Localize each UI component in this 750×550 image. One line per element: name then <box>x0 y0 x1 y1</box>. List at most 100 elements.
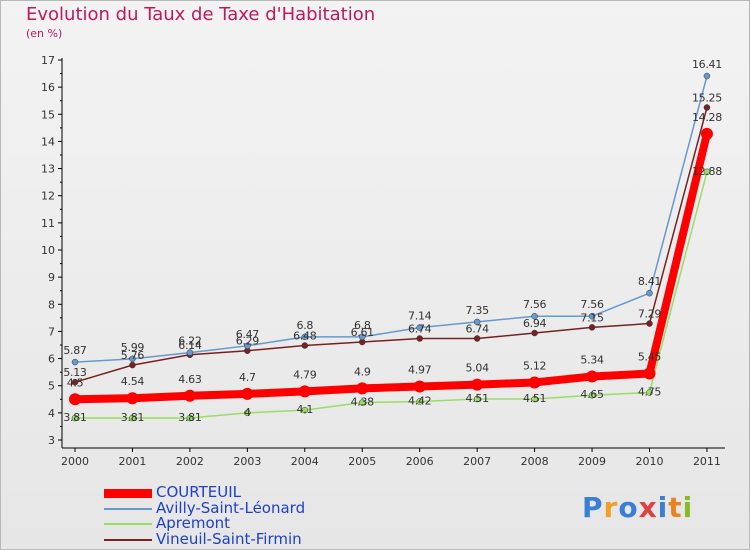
y-tick-label: 14 <box>41 135 55 148</box>
x-tick-label: 2007 <box>463 455 491 468</box>
data-label-apremont: 4.1 <box>297 403 314 416</box>
logo-letter: P <box>582 491 604 524</box>
data-label-apremont: 4.65 <box>580 388 604 401</box>
data-label-avilly: 7.56 <box>580 298 604 311</box>
y-tick-label: 13 <box>41 163 55 176</box>
logo-letter: x <box>638 491 658 524</box>
data-label-avilly: 5.99 <box>121 341 145 354</box>
data-point-apremont <box>359 399 366 406</box>
legend-label-courteuil: COURTEUIL <box>156 483 241 501</box>
data-label-apremont: 4.75 <box>638 386 662 399</box>
data-point-apremont <box>473 395 481 403</box>
data-label-courteuil: 4.54 <box>121 375 145 388</box>
y-tick-label: 8 <box>48 298 55 311</box>
data-label-vineuil: 7.29 <box>638 308 662 321</box>
data-label-apremont: 4.51 <box>466 392 489 405</box>
data-point-apremont <box>646 389 653 396</box>
data-label-avilly: 6.8 <box>297 319 314 332</box>
y-tick-label: 6 <box>48 353 55 366</box>
x-tick-label: 2011 <box>693 455 721 468</box>
data-point-courteuil <box>471 378 484 391</box>
x-tick-label: 2008 <box>521 455 549 468</box>
y-tick-label: 9 <box>48 271 55 284</box>
legend-swatch-courteuil <box>104 489 152 498</box>
data-label-vineuil: 5.13 <box>63 366 87 379</box>
logo-letter: i <box>657 491 669 524</box>
data-label-apremont: 4 <box>244 406 251 419</box>
y-tick-label: 3 <box>48 434 55 447</box>
data-label-avilly: 7.35 <box>466 304 490 317</box>
data-label-vineuil: 15.25 <box>692 92 722 105</box>
data-label-apremont: 3.81 <box>178 411 201 424</box>
data-label-vineuil: 6.48 <box>293 330 317 343</box>
data-label-apremont: 12.88 <box>692 165 722 178</box>
data-label-apremont: 4.51 <box>523 392 546 405</box>
data-label-courteuil: 4.63 <box>178 373 202 386</box>
data-label-avilly: 6.8 <box>354 319 371 332</box>
x-tick-label: 2006 <box>406 455 434 468</box>
data-point-courteuil <box>183 389 196 402</box>
data-point-vineuil <box>129 361 136 369</box>
y-tick-label: 12 <box>41 190 55 203</box>
data-label-avilly: 6.22 <box>178 335 201 348</box>
data-point-avilly <box>244 342 251 350</box>
data-point-apremont <box>416 398 423 405</box>
proxiti-logo: Proxiti <box>582 491 693 524</box>
y-tick-label: 15 <box>41 108 55 121</box>
series-line-courteuil <box>71 129 711 404</box>
data-point-vineuil <box>473 335 481 342</box>
logo-letter: o <box>618 491 639 524</box>
data-point-apremont <box>129 414 136 422</box>
data-point-courteuil <box>356 382 369 395</box>
data-point-avilly <box>703 72 711 80</box>
data-point-avilly <box>186 349 194 356</box>
legend-label-avilly: Avilly-Saint-Léonard <box>156 499 306 517</box>
x-tick-label: 2004 <box>291 455 319 468</box>
legend-label-vineuil: Vineuil-Saint-Firmin <box>156 530 302 548</box>
legend-swatch-apremont <box>104 523 152 525</box>
data-point-courteuil <box>528 376 541 389</box>
data-point-vineuil <box>646 320 653 327</box>
data-point-vineuil <box>703 104 711 111</box>
x-tick-label: 2002 <box>176 455 204 468</box>
data-point-avilly <box>531 312 538 320</box>
data-point-courteuil <box>69 393 81 406</box>
data-point-apremont <box>244 409 251 417</box>
data-label-avilly: 7.14 <box>408 310 432 323</box>
x-tick-label: 2010 <box>636 455 664 468</box>
logo-letter: t <box>668 491 683 524</box>
data-point-avilly <box>473 318 481 326</box>
data-label-courteuil: 5.45 <box>638 351 662 364</box>
data-point-courteuil <box>126 392 139 405</box>
data-point-courteuil <box>241 387 254 400</box>
data-label-avilly: 8.41 <box>638 275 661 288</box>
x-tick-label: 2003 <box>233 455 261 468</box>
x-tick-label: 2001 <box>118 455 146 468</box>
data-point-vineuil <box>301 342 309 349</box>
y-tick-label: 16 <box>41 81 55 94</box>
data-label-avilly: 6.47 <box>236 328 260 341</box>
y-tick-label: 7 <box>48 325 55 338</box>
data-point-vineuil <box>416 335 423 342</box>
data-label-courteuil: 5.12 <box>523 359 546 372</box>
data-label-vineuil: 7.15 <box>580 311 604 324</box>
data-label-apremont: 3.81 <box>121 411 144 424</box>
data-point-courteuil <box>298 385 311 398</box>
data-point-courteuil <box>643 367 656 380</box>
legend-label-apremont: Apremont <box>156 514 231 532</box>
data-label-courteuil: 4.97 <box>408 364 432 377</box>
data-point-apremont <box>301 406 309 414</box>
data-label-avilly: 5.87 <box>63 344 87 357</box>
logo-letter: r <box>603 491 619 524</box>
data-label-vineuil: 6.14 <box>178 339 202 352</box>
data-label-courteuil: 5.34 <box>580 353 604 366</box>
data-label-apremont: 4.38 <box>351 396 375 409</box>
data-point-apremont <box>588 391 596 399</box>
data-point-vineuil <box>588 324 596 331</box>
data-label-courteuil: 4.7 <box>239 371 256 384</box>
data-label-courteuil: 5.04 <box>466 362 490 375</box>
legend-swatch-avilly <box>104 508 152 510</box>
data-point-apremont <box>703 168 711 176</box>
